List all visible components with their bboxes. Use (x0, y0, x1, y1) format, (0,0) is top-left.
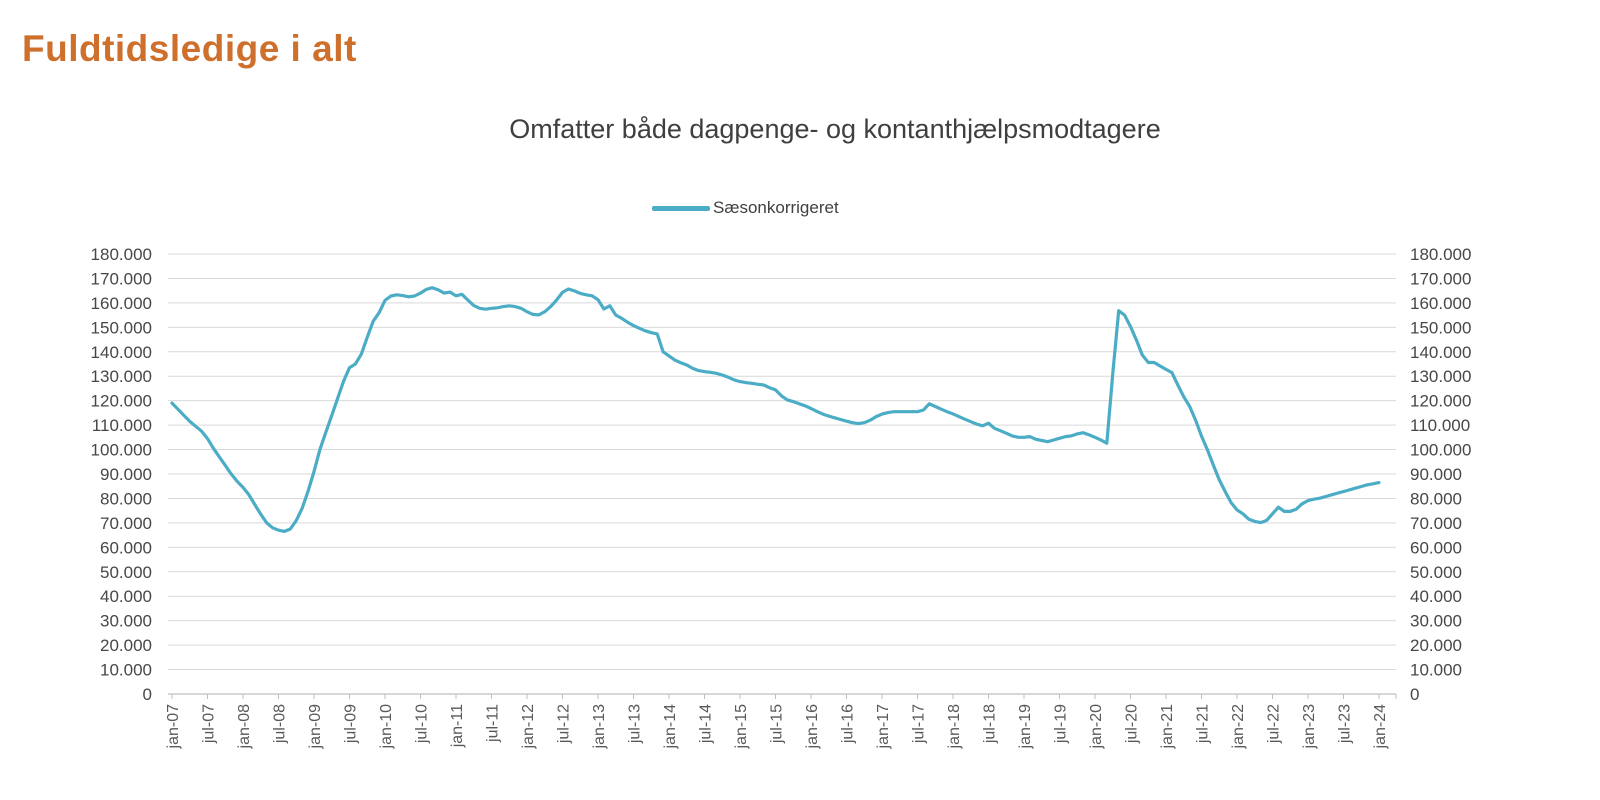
y-axis-label-left: 120.000 (91, 392, 152, 411)
x-axis-label: jul-16 (840, 704, 857, 744)
x-axis-label: jan-24 (1372, 704, 1389, 750)
y-axis-label-right: 40.000 (1410, 587, 1462, 606)
y-axis-label-right: 70.000 (1410, 514, 1462, 533)
y-axis-label-left: 40.000 (100, 587, 152, 606)
x-axis-label: jul-08 (272, 704, 289, 744)
y-axis-label-right: 60.000 (1410, 538, 1462, 557)
x-axis-label: jul-09 (343, 704, 360, 744)
x-axis-label: jul-23 (1337, 704, 1354, 744)
seasonally-adjusted-line (170, 286, 1381, 534)
y-axis-label-right: 10.000 (1410, 661, 1462, 680)
y-axis-label-right: 140.000 (1410, 343, 1471, 362)
x-axis-label: jul-13 (627, 704, 644, 744)
y-axis-label-left: 80.000 (100, 489, 152, 508)
x-axis-label: jul-14 (698, 704, 715, 744)
y-axis-label-left: 110.000 (92, 416, 152, 435)
x-axis-label: jan-19 (1017, 704, 1034, 750)
x-axis-label: jan-22 (1230, 704, 1247, 750)
x-axis-label: jul-07 (201, 704, 218, 744)
y-axis-label-right: 0 (1410, 685, 1419, 704)
y-axis-label-left: 140.000 (91, 343, 152, 362)
legend-line-marker (652, 205, 710, 211)
y-axis-label-left: 150.000 (91, 318, 152, 337)
x-axis-label: jul-10 (414, 704, 431, 744)
y-axis-label-right: 90.000 (1410, 465, 1462, 484)
x-axis-label: jul-21 (1195, 704, 1212, 744)
y-axis-label-right: 160.000 (1410, 294, 1471, 313)
y-axis-label-left: 90.000 (100, 465, 152, 484)
x-axis-label: jan-17 (875, 704, 892, 750)
y-axis-label-right: 180.000 (1410, 245, 1471, 264)
x-axis-label: jan-11 (449, 704, 466, 748)
x-axis-label: jan-15 (733, 704, 750, 750)
x-axis-label: jul-20 (1124, 704, 1141, 744)
chart-legend: Sæsonkorrigeret (652, 198, 839, 218)
x-axis-label: jan-18 (946, 704, 963, 750)
y-axis-label-right: 30.000 (1410, 612, 1462, 631)
y-axis-label-left: 170.000 (91, 269, 152, 288)
x-axis-label: jan-16 (804, 704, 821, 750)
y-axis-label-left: 20.000 (100, 636, 152, 655)
y-axis-label-right: 50.000 (1410, 563, 1462, 582)
x-axis-label: jan-21 (1159, 704, 1176, 750)
x-axis-label: jul-19 (1053, 704, 1070, 744)
x-axis-label: jan-14 (662, 704, 679, 750)
y-axis-label-right: 100.000 (1410, 441, 1471, 460)
y-axis-label-left: 130.000 (91, 367, 152, 386)
x-axis-label: jul-22 (1266, 704, 1283, 744)
x-axis-label: jan-09 (307, 704, 324, 750)
y-axis-label-right: 150.000 (1410, 318, 1471, 337)
y-axis-label-right: 130.000 (1410, 367, 1471, 386)
x-axis-label: jan-10 (378, 704, 395, 750)
y-axis-label-right: 80.000 (1410, 489, 1462, 508)
x-axis-label: jul-15 (769, 704, 786, 744)
y-axis-label-left: 100.000 (91, 441, 152, 460)
x-axis-label: jan-12 (520, 704, 537, 750)
y-axis-label-left: 0 (143, 685, 152, 704)
x-axis-label: jul-11 (485, 704, 502, 743)
y-axis-label-right: 170.000 (1410, 269, 1471, 288)
y-axis-label-right: 20.000 (1410, 636, 1462, 655)
x-axis-label: jul-12 (556, 704, 573, 744)
y-axis-label-left: 160.000 (91, 294, 152, 313)
y-axis-label-left: 50.000 (100, 563, 152, 582)
legend-label: Sæsonkorrigeret (713, 198, 839, 217)
x-axis-label: jan-13 (591, 704, 608, 750)
x-axis-label: jan-08 (236, 704, 253, 750)
y-axis-label-left: 10.000 (100, 661, 152, 680)
chart-title: Omfatter både dagpenge- og kontanthjælps… (509, 114, 1161, 144)
x-axis-label: jul-18 (982, 704, 999, 744)
x-axis-label: jul-17 (911, 704, 928, 744)
page-title: Fuldtidsledige i alt (22, 28, 357, 69)
y-axis-label-right: 110.000 (1410, 416, 1470, 435)
y-axis-label-left: 60.000 (100, 538, 152, 557)
y-axis-label-left: 180.000 (91, 245, 152, 264)
y-axis-label-right: 120.000 (1410, 392, 1471, 411)
x-axis-label: jan-20 (1088, 704, 1105, 750)
x-axis-label: jan-23 (1301, 704, 1318, 750)
y-axis-label-left: 30.000 (100, 612, 152, 631)
x-axis-label: jan-07 (165, 704, 182, 750)
y-axis-label-left: 70.000 (100, 514, 152, 533)
